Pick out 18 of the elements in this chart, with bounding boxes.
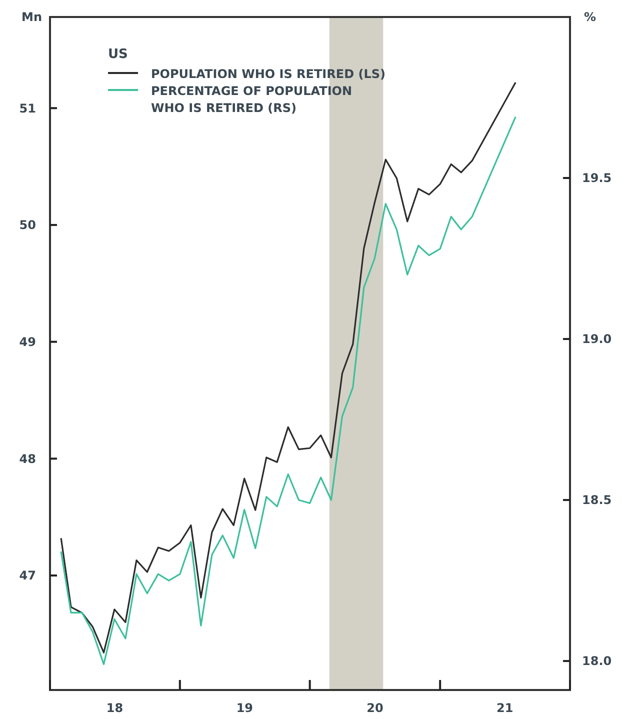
- y2-tick-label: 18.0: [582, 654, 612, 668]
- y-tick-label: 49: [19, 335, 36, 350]
- y2-tick-label: 18.5: [582, 493, 612, 508]
- y-tick-label: 51: [19, 101, 36, 116]
- x-tick-label: 21: [496, 701, 514, 715]
- legend-label: POPULATION WHO IS RETIRED (LS): [151, 67, 386, 81]
- y2-tick-label: 19.5: [582, 171, 612, 186]
- y-axis-title: Mn: [22, 10, 42, 24]
- legend-title: US: [108, 47, 128, 62]
- y2-axis-title: %: [584, 10, 596, 24]
- x-tick-label: 18: [106, 701, 124, 715]
- y2-tick-label: 19.0: [582, 332, 612, 346]
- y-tick-label: 50: [19, 218, 36, 232]
- x-tick-label: 20: [366, 701, 384, 715]
- y-tick-label: 48: [19, 452, 36, 466]
- legend-label: PERCENTAGE OF POPULATION WHO IS RETIRED (RS): [151, 84, 352, 115]
- y-tick-label: 47: [19, 568, 36, 583]
- x-tick-label: 19: [236, 701, 254, 715]
